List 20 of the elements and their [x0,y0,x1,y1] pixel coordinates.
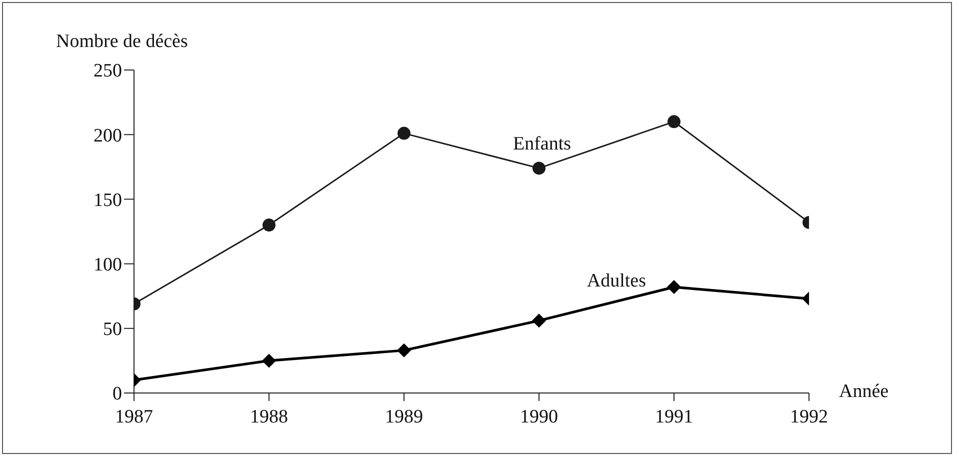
x-tick-label: 1989 [385,406,423,428]
x-tick-label: 1987 [115,406,153,428]
x-tick-label: 1991 [655,406,693,428]
point [532,162,546,175]
y-axis-title: Nombre de décès [56,31,188,53]
x-tick-label: 1988 [250,406,288,428]
y-tick-label: 250 [94,60,122,82]
y-tick-label: 0 [112,384,122,405]
y-tick-label: 50 [103,319,122,340]
y-tick-label: 100 [94,254,122,276]
series-label: Enfants [512,134,572,155]
y-tick-label: 200 [94,125,122,146]
point [398,126,410,140]
x-tick-label: 1992 [790,406,828,428]
x-axis-title: Année [839,381,889,403]
y-tick-label: 150 [94,190,122,211]
x-tick-label: 1990 [520,406,558,428]
series-label: Adultes [586,270,646,292]
point [397,343,411,358]
point [532,314,546,328]
